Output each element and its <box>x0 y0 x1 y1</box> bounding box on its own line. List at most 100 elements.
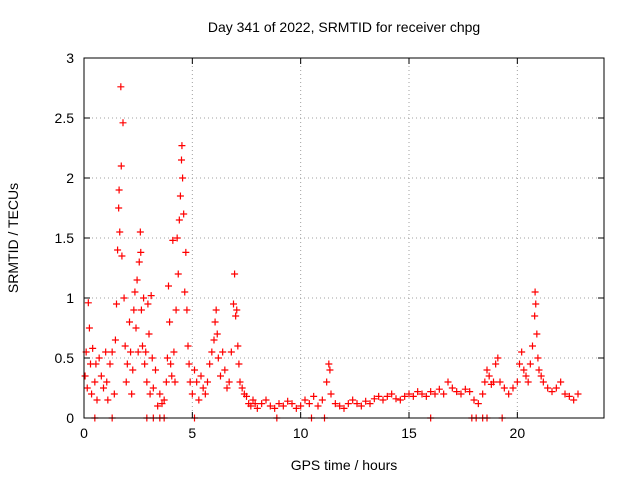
data-point-marker <box>349 396 357 404</box>
data-point-marker <box>134 348 142 356</box>
data-point-marker <box>448 384 456 392</box>
data-point-marker <box>171 378 179 386</box>
data-point-marker <box>490 378 497 386</box>
data-point-marker <box>129 366 137 374</box>
data-point-marker <box>181 288 189 296</box>
data-point-marker <box>108 348 116 356</box>
data-point-marker <box>166 318 174 326</box>
data-point-marker <box>516 360 523 368</box>
data-point-marker <box>288 400 296 408</box>
data-point-marker <box>89 344 97 352</box>
y-axis-label: SRMTID / TECUs <box>5 183 21 293</box>
data-point-marker <box>167 360 175 368</box>
data-point-marker <box>183 306 191 314</box>
data-point-marker <box>524 378 532 386</box>
data-point-marker <box>103 378 111 386</box>
data-point-marker <box>258 400 266 408</box>
data-point-marker <box>292 404 300 412</box>
data-point-marker <box>534 354 542 362</box>
data-point-marker <box>500 384 508 392</box>
data-point-marker <box>115 204 123 212</box>
data-point-marker <box>142 348 150 356</box>
data-point-marker <box>212 306 220 314</box>
x-tick-label: 15 <box>401 425 417 441</box>
data-point-marker <box>552 384 560 392</box>
data-point-marker <box>175 216 183 224</box>
data-point-marker <box>149 384 157 392</box>
data-point-marker <box>518 348 526 356</box>
data-point-marker <box>249 396 257 404</box>
data-points <box>81 83 582 422</box>
data-point-marker <box>533 330 541 338</box>
data-point-marker <box>492 360 500 368</box>
data-point-marker <box>483 366 491 374</box>
data-point-marker <box>223 384 231 392</box>
x-tick-label: 0 <box>80 425 88 441</box>
data-point-marker <box>128 390 136 398</box>
data-point-marker <box>102 348 110 356</box>
data-point-marker <box>170 348 178 356</box>
data-point-marker <box>176 192 184 200</box>
data-point-marker <box>357 402 365 410</box>
data-point-marker <box>81 372 89 380</box>
data-point-marker <box>152 366 159 374</box>
data-point-marker <box>156 390 164 398</box>
data-point-marker <box>137 248 145 256</box>
y-tick-label: 0.5 <box>55 350 75 366</box>
data-point-marker <box>375 392 383 400</box>
data-point-marker <box>186 378 194 386</box>
data-point-marker <box>236 378 244 386</box>
data-point-marker <box>301 396 309 404</box>
data-point-marker <box>104 396 112 404</box>
data-point-marker <box>97 372 105 380</box>
data-point-marker <box>133 276 141 284</box>
data-point-marker <box>457 390 465 398</box>
data-point-marker <box>435 385 443 393</box>
data-point-marker <box>539 378 547 386</box>
data-point-marker <box>526 360 534 368</box>
data-point-marker <box>305 400 313 408</box>
data-point-marker <box>210 336 218 344</box>
data-point-marker <box>557 378 565 386</box>
data-point-marker <box>231 270 239 278</box>
data-point-marker <box>234 342 242 350</box>
chart-title: Day 341 of 2022, SRMTID for receiver chp… <box>208 19 480 35</box>
data-point-marker <box>344 400 352 408</box>
data-point-marker <box>139 342 146 350</box>
data-point-marker <box>238 384 246 392</box>
data-point-marker <box>544 384 552 392</box>
data-point-marker <box>106 360 114 368</box>
data-point-marker <box>401 392 409 400</box>
y-tick-label: 1.5 <box>55 230 75 246</box>
data-point-marker <box>118 252 126 260</box>
data-point-marker <box>206 360 214 368</box>
data-point-marker <box>314 402 322 410</box>
data-point-marker <box>409 392 417 400</box>
data-point-marker <box>466 388 474 396</box>
data-point-marker <box>453 388 461 396</box>
data-point-marker <box>479 390 487 398</box>
data-point-marker <box>405 390 413 398</box>
data-point-marker <box>178 156 185 164</box>
data-point-marker <box>225 378 233 386</box>
data-point-marker <box>235 360 243 368</box>
data-point-marker <box>188 390 196 398</box>
data-point-marker <box>353 400 361 408</box>
data-point-marker <box>130 306 138 314</box>
data-point-marker <box>160 396 168 404</box>
data-point-marker <box>505 390 513 398</box>
data-point-marker <box>396 396 404 404</box>
data-point-marker <box>570 396 578 404</box>
y-tick-label: 2 <box>66 170 74 186</box>
data-point-marker <box>154 402 162 410</box>
data-point-marker <box>327 390 335 398</box>
data-point-marker <box>392 395 400 403</box>
data-point-marker <box>178 142 186 150</box>
data-point-marker <box>84 299 92 307</box>
data-point-marker <box>474 400 482 408</box>
data-point-marker <box>85 324 93 332</box>
data-point-marker <box>366 400 374 408</box>
data-point-marker <box>323 378 331 386</box>
data-point-marker <box>481 378 489 386</box>
